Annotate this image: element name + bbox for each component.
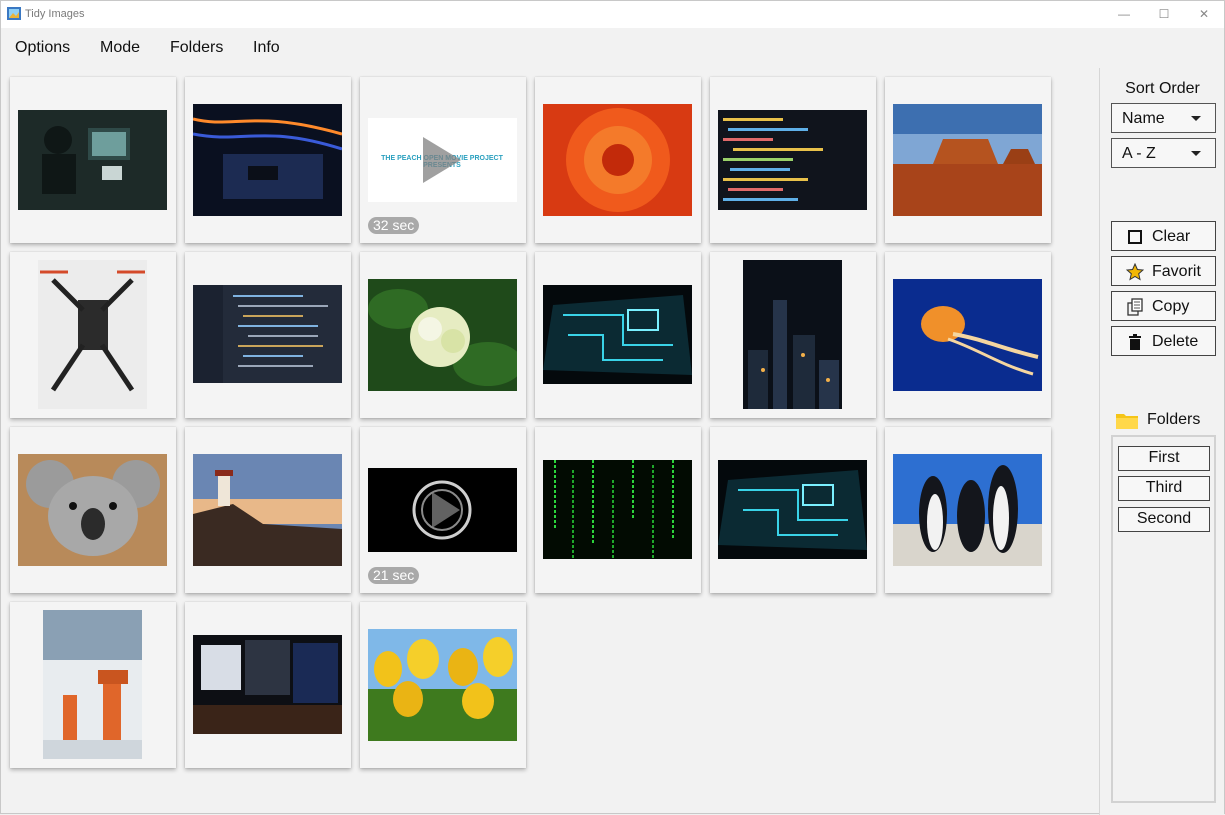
title-bar: Tidy Images — ☐ ✕ [1, 1, 1224, 28]
delete-button[interactable]: Delete [1111, 326, 1216, 356]
thumbnail-grid: THE PEACH OPEN MOVIE PROJECT PRESENTS 32… [1, 68, 1098, 815]
thumbnail-image [18, 454, 167, 566]
thumbnail-image [368, 279, 517, 391]
thumbnail-card-code-screen[interactable] [710, 77, 876, 243]
thumbnail-card-jellyfish[interactable] [885, 252, 1051, 418]
sort-direction-select[interactable]: A - Z [1111, 138, 1216, 168]
thumbnail-image: THE PEACH OPEN MOVIE PROJECT PRESENTS [368, 118, 517, 202]
thumbnail-image [893, 454, 1042, 566]
close-button[interactable]: ✕ [1198, 7, 1210, 21]
thumbnail-image [543, 104, 692, 216]
menu-bar: Options Mode Folders Info [1, 28, 1224, 68]
thumbnail-card-robot-arm[interactable] [10, 602, 176, 768]
thumbnail-image [718, 460, 867, 559]
menu-options[interactable]: Options [15, 39, 71, 56]
folders-header: Folders [1116, 410, 1225, 432]
delete-button-label: Delete [1152, 333, 1199, 350]
thumbnail-image [368, 629, 517, 741]
folders-label: Folders [1147, 411, 1201, 428]
thumbnail-card-code-editor[interactable] [185, 252, 351, 418]
thumbnail-image [743, 260, 842, 409]
folder-button-first[interactable]: First [1118, 446, 1210, 471]
menu-folders[interactable]: Folders [170, 39, 224, 56]
sort-order-label: Sort Order [1125, 80, 1200, 97]
thumbnail-card-tulips[interactable] [360, 602, 526, 768]
thumbnail-card-circuit-board[interactable] [535, 252, 701, 418]
thumbnail-card-drone[interactable] [10, 252, 176, 418]
folder-button-second[interactable]: Second [1118, 507, 1210, 532]
thumbnail-card-koala[interactable] [10, 427, 176, 593]
folder-icon [1116, 414, 1138, 429]
thumbnail-image [543, 285, 692, 384]
minimize-button[interactable]: — [1118, 7, 1130, 21]
sort-direction-value: A - Z [1122, 145, 1156, 162]
thumbnail-image [893, 104, 1042, 216]
menu-info[interactable]: Info [253, 39, 280, 56]
thumbnail-image [368, 468, 517, 552]
thumbnail-image [43, 610, 142, 759]
thumbnail-image [18, 110, 167, 210]
checkbox-icon [1128, 230, 1142, 244]
copy-icon [1127, 298, 1143, 316]
thumbnail-card-graphics-card[interactable] [185, 77, 351, 243]
sort-field-select[interactable]: Name [1111, 103, 1216, 133]
star-icon [1126, 263, 1144, 281]
thumbnail-image [893, 279, 1042, 391]
maximize-button[interactable]: ☐ [1158, 7, 1170, 21]
thumbnail-image [193, 104, 342, 216]
favorit-button[interactable]: Favorit [1111, 256, 1216, 286]
app-icon [7, 7, 21, 20]
thumbnail-card-video-logo[interactable]: 21 sec [360, 427, 526, 593]
clear-button[interactable]: Clear [1111, 221, 1216, 251]
thumbnail-card-red-flower[interactable] [535, 77, 701, 243]
duration-badge: 21 sec [368, 567, 420, 584]
thumbnail-card-matrix-code[interactable] [535, 427, 701, 593]
duration-badge: 32 sec [368, 217, 420, 234]
thumbnail-image [193, 285, 342, 383]
thumbnail-card-penguins[interactable] [885, 427, 1051, 593]
sidebar: Sort Order Name A - Z Clear Favorit [1099, 68, 1224, 815]
folder-button-third[interactable]: Third [1118, 476, 1210, 501]
copy-button[interactable]: Copy [1111, 291, 1216, 321]
thumbnail-card-workstation[interactable] [185, 602, 351, 768]
play-icon [423, 137, 461, 183]
favorit-button-label: Favorit [1152, 263, 1201, 280]
window-title: Tidy Images [25, 8, 85, 20]
folder-list: First Third Second [1111, 435, 1216, 803]
copy-button-label: Copy [1152, 298, 1190, 315]
thumbnail-card-video-peach[interactable]: THE PEACH OPEN MOVIE PROJECT PRESENTS 32… [360, 77, 526, 243]
thumbnail-card-hydrangea[interactable] [360, 252, 526, 418]
thumbnail-card-circuit-board-2[interactable] [710, 427, 876, 593]
trash-icon [1129, 334, 1141, 350]
thumbnail-card-desert-mesa[interactable] [885, 77, 1051, 243]
thumbnail-image [193, 635, 342, 734]
thumbnail-card-person-at-computer[interactable] [10, 77, 176, 243]
thumbnail-image [718, 110, 867, 210]
menu-mode[interactable]: Mode [100, 39, 141, 56]
chevron-down-icon [1191, 116, 1201, 121]
thumbnail-image [193, 454, 342, 566]
sort-field-value: Name [1122, 110, 1165, 127]
chevron-down-icon [1191, 151, 1201, 156]
thumbnail-image [38, 260, 147, 409]
thumbnail-card-city-night[interactable] [710, 252, 876, 418]
thumbnail-image [543, 460, 692, 559]
clear-button-label: Clear [1152, 228, 1191, 245]
thumbnail-card-lighthouse[interactable] [185, 427, 351, 593]
